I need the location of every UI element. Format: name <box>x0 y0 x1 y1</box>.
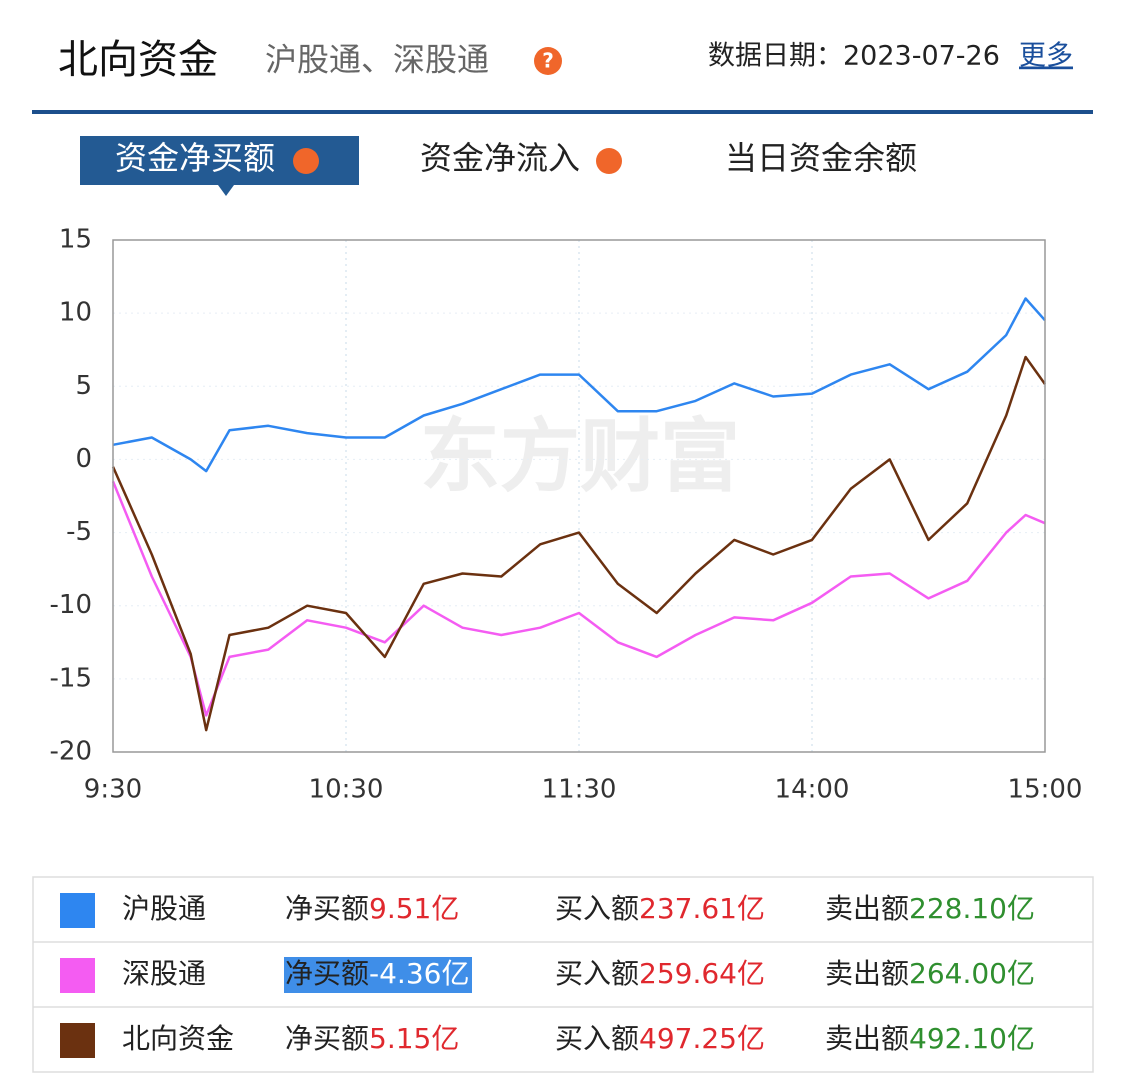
svg-text:?: ? <box>542 49 554 73</box>
sell-value: 492.10亿 <box>909 1022 1035 1055</box>
tab[interactable]: 当日资金余额 <box>725 139 917 177</box>
help-icon[interactable] <box>596 148 622 174</box>
y-tick-label: 10 <box>59 298 92 328</box>
legend-label: 北向资金 <box>122 1022 234 1055</box>
x-tick-label: 14:00 <box>775 775 850 805</box>
y-tick-label: -5 <box>66 517 92 547</box>
buy-value: 237.61亿 <box>639 892 765 925</box>
sell-label: 卖出额 <box>825 1022 909 1055</box>
legend-swatch <box>60 893 95 928</box>
help-icon[interactable]: ? <box>534 47 562 75</box>
watermark: 东方财富 <box>420 410 740 503</box>
header-rule <box>32 110 1093 114</box>
x-tick-label: 9:30 <box>84 775 142 805</box>
buy-value: 259.64亿 <box>639 957 765 990</box>
tab[interactable]: 资金净流入 <box>420 139 580 177</box>
more-link[interactable]: 更多 <box>1019 41 1073 72</box>
y-tick-label: 0 <box>75 444 92 474</box>
legend-swatch <box>60 958 95 993</box>
tab[interactable]: 资金净买额 <box>115 139 275 177</box>
series-line <box>112 297 1046 473</box>
series-line <box>111 355 1047 732</box>
buy-label: 买入额 <box>555 1022 639 1055</box>
net-label: 净买额 <box>285 957 369 990</box>
help-icon[interactable] <box>293 148 319 174</box>
y-tick-label: -10 <box>50 590 92 620</box>
table-frame <box>32 876 1094 1073</box>
net-value: 5.15亿 <box>369 1022 459 1055</box>
net-value: 9.51亿 <box>369 892 459 925</box>
legend-label: 沪股通 <box>122 892 206 925</box>
tab-pointer <box>218 185 234 196</box>
date: 数据日期：2023-07-26 <box>708 41 1000 72</box>
buy-label: 买入额 <box>555 957 639 990</box>
sell-value: 228.10亿 <box>909 892 1035 925</box>
sell-label: 卖出额 <box>825 892 909 925</box>
net-label: 净买额 <box>285 1022 369 1055</box>
series-line <box>111 480 1046 717</box>
x-tick-label: 11:30 <box>542 775 617 805</box>
plot: -20 -15 -10 -5 0 5 10 15 9:30 10:30 11:30 14:00 15:0… <box>50 225 1083 805</box>
subtitle: 沪股通、深股通 <box>265 41 489 79</box>
y-tick-label: -20 <box>50 737 92 767</box>
legend-swatch <box>60 1023 95 1058</box>
net-label: 净买额 <box>285 892 369 925</box>
net-value: -4.36亿 <box>369 957 469 990</box>
title: 北向资金 <box>58 37 218 83</box>
x-tick-label: 10:30 <box>309 775 384 805</box>
buy-value: 497.25亿 <box>639 1022 765 1055</box>
buy-label: 买入额 <box>555 892 639 925</box>
sell-label: 卖出额 <box>825 957 909 990</box>
sell-value: 264.00亿 <box>909 957 1035 990</box>
y-tick-label: 15 <box>59 225 92 255</box>
x-tick-label: 15:00 <box>1008 775 1083 805</box>
legend-label: 深股通 <box>122 957 206 990</box>
selection-highlight <box>284 957 472 993</box>
y-tick-label: 5 <box>75 371 92 401</box>
plot-frame <box>112 239 1046 753</box>
y-tick-label: -15 <box>50 663 92 693</box>
